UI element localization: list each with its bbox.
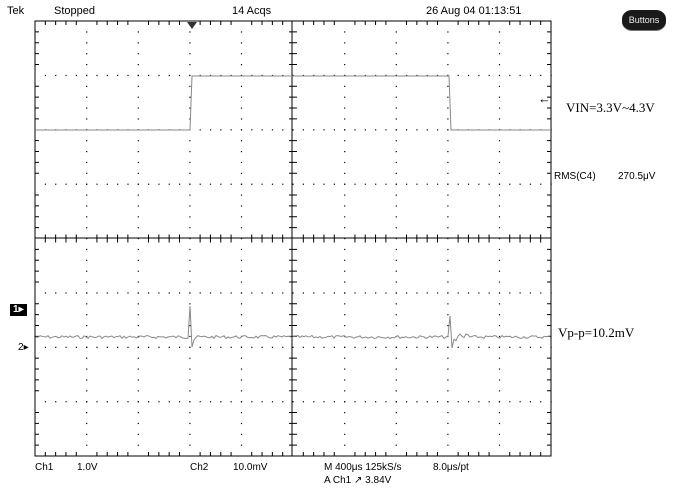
- ch2-waveform: [35, 305, 551, 349]
- ch2-label: Ch2: [190, 462, 209, 473]
- trigger-level-arrow-icon: ←: [538, 91, 551, 106]
- sample-interval: 8.0μs/pt: [433, 462, 469, 473]
- ch1-scale: 1.0V: [77, 462, 98, 473]
- ch2-scale: 10.0mV: [233, 462, 268, 473]
- rms-measurement-value: 270.5μV: [618, 171, 656, 182]
- ch1-ground-marker[interactable]: 1▸: [10, 304, 27, 316]
- vin-annotation: VIN=3.3V~4.3V: [566, 100, 655, 115]
- graticule-ticks: [35, 21, 551, 456]
- trigger-readout: A Ch1 ↗ 3.84V: [324, 475, 392, 486]
- vpp-annotation: Vp-p=10.2mV: [558, 325, 635, 340]
- acquisition-status: Stopped: [54, 5, 95, 17]
- timebase-readout: M 400μs 125kS/s: [324, 462, 402, 473]
- trigger-position-marker: [187, 22, 197, 29]
- ch1-waveform: [36, 75, 550, 131]
- acquisition-count: 14 Acqs: [232, 5, 272, 17]
- date-time: 26 Aug 04 01:13:51: [426, 5, 522, 17]
- brand-label: Tek: [7, 5, 25, 17]
- rms-measurement-label: RMS(C4): [554, 171, 596, 182]
- ch2-ground-marker[interactable]: 2▸: [18, 342, 29, 353]
- ch1-label: Ch1: [35, 462, 54, 473]
- graticule-dots: [44, 31, 552, 446]
- buttons-button[interactable]: Buttons: [622, 10, 666, 30]
